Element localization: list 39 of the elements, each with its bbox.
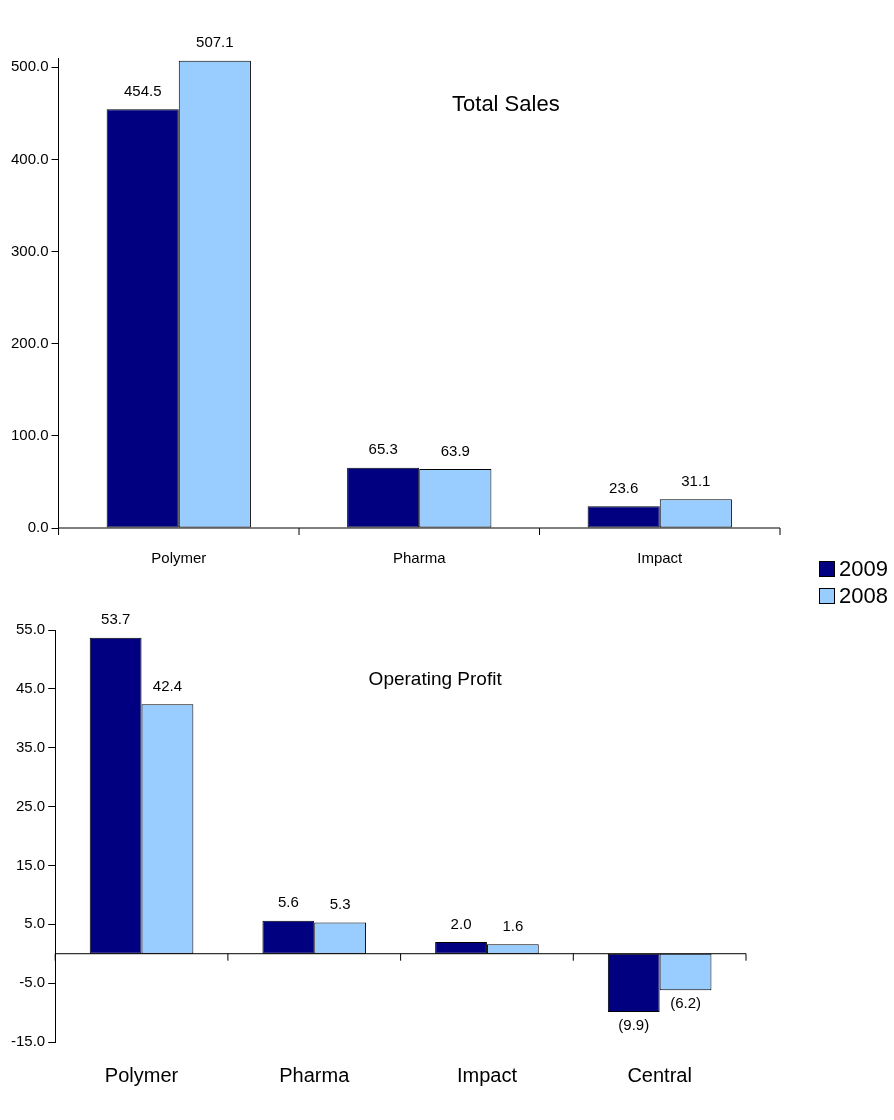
data-label: 53.7 [101,610,131,628]
y-tick-label: 35.0 [15,737,46,755]
data-label: 454.5 [123,81,162,99]
y-tick-label: 45.0 [15,679,46,696]
legend-label: 2009 [839,555,888,582]
x-tick-label: Pharma [279,1063,351,1086]
data-label: 65.3 [368,440,398,458]
data-label: 2.0 [450,914,472,932]
data-label: 23.6 [609,478,639,496]
data-label: 63.9 [440,441,470,459]
data-label: 5.3 [329,895,351,913]
x-tick-label: Pharma [393,549,447,567]
y-tick-label: 100.0 [10,425,49,443]
y-tick-label: -5.0 [19,973,46,991]
legend-label: 2008 [839,582,888,609]
y-tick-label: 15.0 [15,855,46,873]
y-tick-label: 200.0 [10,333,49,351]
x-tick-label: Impact [637,549,684,567]
text: Operating Profit [368,667,503,689]
data-label: 1.6 [502,916,524,934]
data-label: 31.1 [681,471,711,489]
data-label: 42.4 [152,676,183,694]
data-label: (9.9) [618,1015,650,1033]
y-tick-label: 5.0 [24,914,46,932]
y-tick-label: 55.0 [15,620,46,638]
y-tick-label: 300.0 [10,241,49,259]
x-tick-label: Impact [456,1063,518,1086]
y-tick-label: 500.0 [10,57,49,75]
x-tick-label: Polymer [104,1063,179,1086]
y-tick-label: -15.0 [10,1032,46,1050]
x-tick-label: Polymer [151,549,207,567]
data-label: (6.2) [670,993,701,1011]
y-tick-label: 400.0 [10,149,49,167]
data-label: 5.6 [277,893,299,911]
data-label: 507.1 [196,33,234,51]
y-tick-label: 25.0 [15,796,46,814]
text: Total Sales [452,91,560,117]
y-tick-label: 0.0 [27,518,49,536]
x-tick-label: Central [627,1063,692,1086]
